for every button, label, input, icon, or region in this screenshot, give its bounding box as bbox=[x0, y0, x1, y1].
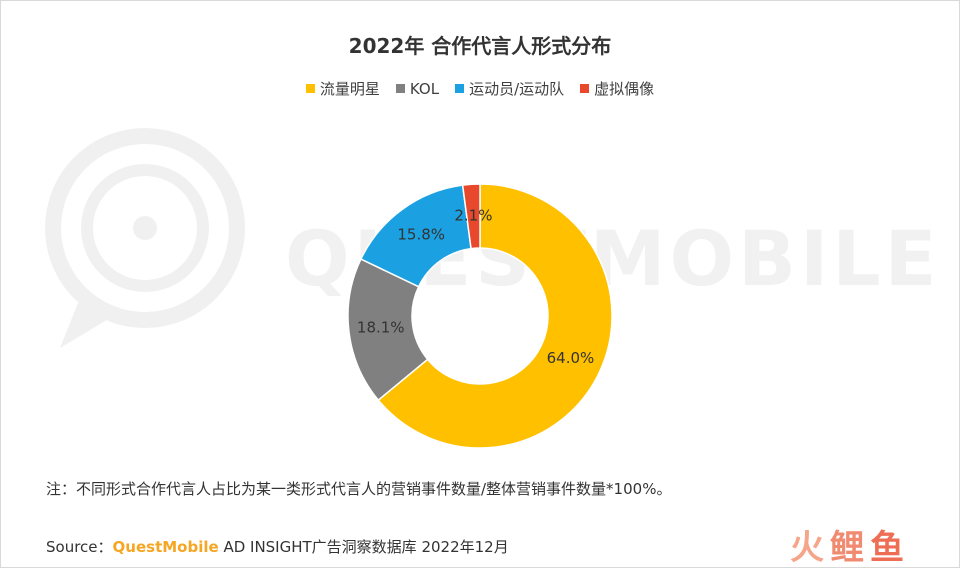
chart-footnote: 注：不同形式合作代言人占比为某一类形式代言人的营销事件数量/整体营销事件数量*1… bbox=[46, 480, 672, 498]
legend-label-2: 运动员/运动队 bbox=[469, 80, 565, 98]
legend-item-2: 运动员/运动队 bbox=[455, 78, 564, 99]
source-label: Source： bbox=[46, 538, 113, 556]
donut-data-label-0: 64.0% bbox=[547, 349, 595, 367]
legend-swatch-3 bbox=[580, 84, 590, 93]
legend-label-3: 虚拟偶像 bbox=[594, 80, 655, 98]
donut-data-label-2: 15.8% bbox=[397, 226, 445, 244]
legend-item-0: 流量明星 bbox=[305, 78, 380, 99]
chart-legend: 流量明星 KOL 运动员/运动队 虚拟偶像 bbox=[0, 78, 960, 99]
huoliyu-logo: 火鲤鱼 bbox=[790, 528, 910, 568]
legend-label-1: KOL bbox=[409, 79, 440, 98]
source-line: Source：QuestMobile AD INSIGHT广告洞察数据库 202… bbox=[46, 536, 509, 557]
donut-slice-0 bbox=[377, 183, 613, 449]
legend-item-1: KOL bbox=[395, 78, 440, 99]
source-brand: QuestMobile bbox=[112, 538, 219, 556]
legend-swatch-0 bbox=[305, 84, 315, 93]
legend-swatch-2 bbox=[455, 84, 465, 93]
donut-data-label-1: 18.1% bbox=[357, 319, 405, 337]
legend-swatch-1 bbox=[395, 84, 405, 93]
donut-data-label-3: 2.1% bbox=[454, 207, 492, 225]
donut-slice-3 bbox=[461, 183, 481, 250]
chart-title: 2022年 合作代言人形式分布 bbox=[348, 34, 612, 58]
legend-label-0: 流量明星 bbox=[319, 80, 380, 98]
questmobile-watermark-logo bbox=[45, 128, 245, 348]
legend-item-3: 虚拟偶像 bbox=[580, 78, 654, 99]
source-text: AD INSIGHT广告洞察数据库 2022年12月 bbox=[218, 538, 509, 556]
